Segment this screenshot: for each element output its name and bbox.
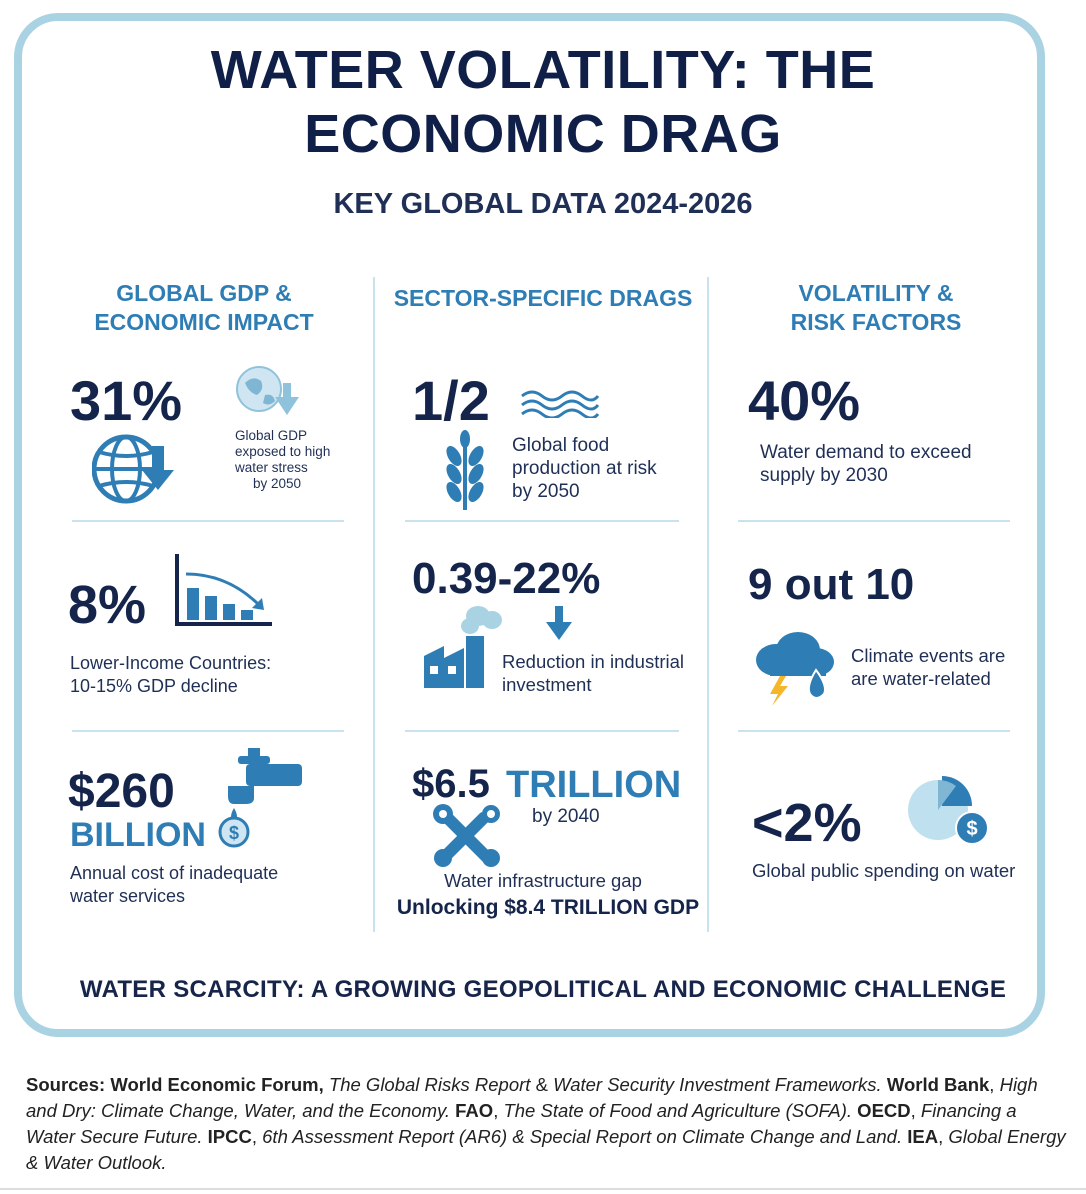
stat-caption: by 2040: [532, 806, 600, 827]
caption-line: water stress: [235, 460, 308, 475]
stat-unit: BILLION: [70, 816, 206, 854]
source-org: World Economic Forum,: [110, 1074, 324, 1095]
stat-caption: Lower-Income Countries: 10-15% GDP decli…: [70, 652, 271, 698]
source-title: 6th Assessment Report (AR6) & Special Re…: [262, 1126, 903, 1147]
stat-value: 1/2: [412, 369, 490, 432]
stat-value: <2%: [752, 793, 862, 853]
caption-line: Lower-Income Countries:: [70, 653, 272, 673]
row-divider: [738, 520, 1010, 522]
stat-caption-emphasis: Unlocking $8.4 TRILLION GDP: [396, 896, 700, 919]
stat-value: $6.5: [412, 762, 490, 806]
svg-text:$: $: [229, 823, 239, 843]
caption-line: by 2050: [253, 476, 302, 491]
source-title: The State of Food and Agriculture (SOFA)…: [503, 1100, 853, 1121]
svg-text:$: $: [966, 818, 977, 840]
source-sep: ,: [251, 1126, 263, 1147]
column-head-risk: VOLATILITY & RISK FACTORS: [736, 279, 1016, 337]
caption-line: Global food: [512, 435, 610, 456]
source-sep: ,: [910, 1100, 921, 1121]
column-head-sector: SECTOR-SPECIFIC DRAGS: [388, 284, 698, 313]
column-head-line: VOLATILITY &: [798, 280, 954, 306]
column-head-line: ECONOMIC IMPACT: [94, 309, 314, 335]
column-divider: [707, 277, 709, 932]
caption-line: exposed to high: [235, 444, 331, 459]
row-divider: [405, 520, 679, 522]
stat-caption: Global food production at risk by 2050: [512, 434, 657, 503]
stat-value: 40%: [748, 369, 861, 432]
stat-caption: Global GDP exposed to high water stress …: [235, 428, 345, 492]
stat-caption: Climate events are are water-related: [851, 644, 1005, 690]
stat-value: 31%: [70, 369, 183, 432]
faucet-icon: $: [218, 748, 302, 848]
pie-chart-coin-icon: $: [908, 776, 989, 845]
infographic-card: [14, 13, 1045, 1037]
source-sep: ,: [938, 1126, 949, 1147]
wheat-icon: [446, 430, 484, 510]
source-title: Water Security Investment Frameworks.: [553, 1074, 882, 1095]
footer-tagline: WATER SCARCITY: A GROWING GEOPOLITICAL A…: [79, 976, 1007, 1003]
row-divider: [72, 520, 344, 522]
storm-cloud-icon: [756, 632, 834, 706]
caption-line: production at risk: [512, 458, 657, 479]
column-head-line: SECTOR-SPECIFIC DRAGS: [393, 285, 693, 311]
down-arrow-icon: [546, 606, 572, 640]
source-org: World Bank: [881, 1074, 990, 1095]
source-org: IPCC: [202, 1126, 252, 1147]
sources-label: Sources:: [26, 1074, 111, 1095]
source-org: IEA: [902, 1126, 939, 1147]
caption-line: investment: [502, 674, 592, 695]
caption-line: 10-15% GDP decline: [70, 676, 238, 696]
source-org: FAO: [450, 1100, 494, 1121]
source-title: High and Dry: Climate Change, Water, and…: [26, 1074, 1038, 1121]
globe-small-icon: [236, 366, 299, 415]
sources-text: Sources: World Economic Forum, The Globa…: [26, 1072, 1066, 1176]
caption-line: water services: [70, 886, 186, 906]
source-sep: &: [530, 1074, 554, 1095]
column-head-line: GLOBAL GDP &: [116, 280, 292, 306]
main-title-line2: ECONOMIC DRAG: [304, 104, 782, 164]
stat-caption: Water demand to exceed supply by 2030: [760, 441, 972, 487]
caption-line: by 2050: [512, 481, 580, 502]
caption-line: Water demand to exceed: [760, 442, 972, 463]
stat-caption: Global public spending on water: [752, 860, 1016, 881]
subtitle: KEY GLOBAL DATA 2024-2026: [333, 188, 753, 220]
source-title: Financing a Water Secure Future.: [26, 1100, 1017, 1147]
factory-icon: [424, 606, 502, 688]
source-org: OECD: [852, 1100, 911, 1121]
row-divider: [738, 730, 1010, 732]
stat-caption: Annual cost of inadequate water services: [70, 862, 278, 908]
source-sep: ,: [989, 1074, 1000, 1095]
waves-icon: [521, 390, 600, 418]
source-title: Global Energy & Water Outlook.: [26, 1126, 1066, 1173]
row-divider: [72, 730, 344, 732]
main-title: WATER VOLATILITY: THE: [210, 40, 876, 100]
stat-unit: TRILLION: [506, 764, 682, 806]
caption-line: Reduction in industrial: [502, 651, 685, 672]
stat-caption: Reduction in industrial investment: [502, 650, 684, 696]
source-sep: ,: [493, 1100, 504, 1121]
column-divider: [373, 277, 375, 932]
caption-line: supply by 2030: [760, 465, 888, 486]
stat-value: 0.39-22%: [412, 554, 601, 603]
stat-value: $260: [68, 765, 175, 818]
source-title: The Global Risks Report: [323, 1074, 531, 1095]
caption-line: Global GDP: [235, 428, 308, 443]
column-head-line: RISK FACTORS: [790, 309, 962, 335]
bar-chart-decline-icon: [175, 554, 272, 626]
caption-line: are water-related: [851, 668, 991, 689]
column-head-gdp: GLOBAL GDP & ECONOMIC IMPACT: [64, 279, 344, 337]
page-bottom-rule: [0, 1188, 1086, 1190]
stat-caption: Water infrastructure gap: [444, 870, 642, 891]
globe-icon: [92, 434, 174, 504]
row-divider: [405, 730, 679, 732]
caption-line: Climate events are: [851, 645, 1006, 666]
wrench-icon: [433, 804, 500, 867]
stat-value: 8%: [68, 575, 147, 635]
stat-value: 9 out 10: [748, 560, 915, 609]
caption-line: Annual cost of inadequate: [70, 863, 279, 883]
